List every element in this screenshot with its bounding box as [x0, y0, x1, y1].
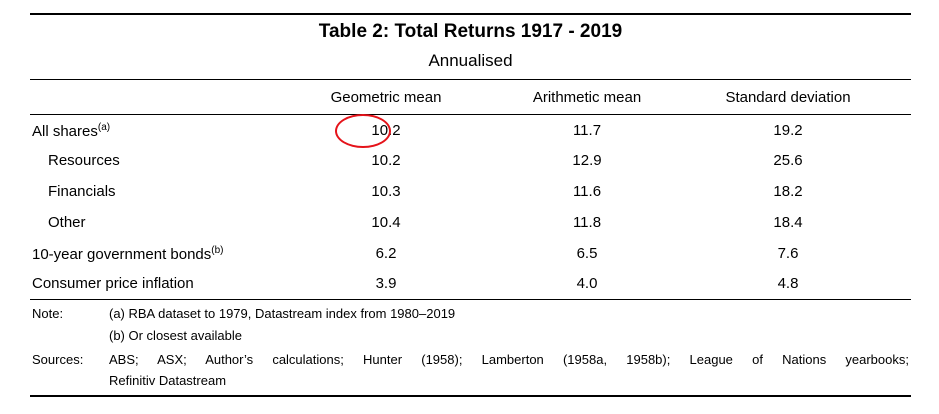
arithmetic-mean-cell: 12.9 — [572, 152, 602, 169]
table-container: Table 2: Total Returns 1917 - 2019 Annua… — [30, 13, 911, 397]
row-label: Financials — [48, 183, 116, 200]
table-row: All shares(a) 10.2 11.7 19.2 — [30, 117, 911, 147]
note-b: (b) Or closest available — [109, 328, 242, 343]
table-row: Resources 10.2 12.9 25.6 — [30, 147, 911, 177]
note-label: Note: — [32, 306, 64, 321]
standard-deviation-cell: 18.4 — [773, 214, 803, 231]
arithmetic-mean-cell: 6.5 — [576, 245, 598, 262]
standard-deviation-cell: 25.6 — [773, 152, 803, 169]
standard-deviation-cell: 18.2 — [773, 183, 803, 200]
standard-deviation-cell: 19.2 — [773, 122, 803, 139]
table-subtitle: Annualised — [428, 51, 513, 70]
column-header-arithmetic-mean: Arithmetic mean — [532, 89, 642, 106]
table-title: Table 2: Total Returns 1917 - 2019 — [318, 21, 623, 42]
geometric-mean-cell: 10.3 — [371, 183, 401, 200]
notes-rule — [30, 299, 911, 300]
header-rule — [30, 79, 911, 80]
arithmetic-mean-cell: 11.7 — [572, 122, 602, 139]
column-header-standard-deviation: Standard deviation — [725, 89, 851, 106]
arithmetic-mean-cell: 4.0 — [576, 275, 598, 292]
arithmetic-mean-cell: 11.6 — [572, 183, 602, 200]
geometric-mean-cell: 10.4 — [371, 214, 401, 231]
standard-deviation-cell: 7.6 — [777, 245, 799, 262]
top-rule — [30, 13, 911, 15]
row-label: Resources — [48, 152, 120, 169]
standard-deviation-cell: 4.8 — [777, 275, 799, 292]
row-label: Other — [48, 214, 86, 231]
red-highlight-circle — [335, 114, 391, 148]
geometric-mean-cell: 6.2 — [375, 245, 397, 262]
table-row: Consumer price inflation 3.9 4.0 4.8 — [30, 270, 911, 300]
table-row: Financials 10.3 11.6 18.2 — [30, 178, 911, 208]
table-row: 10-year government bonds(b) 6.2 6.5 7.6 — [30, 240, 911, 270]
column-header-geometric-mean: Geometric mean — [330, 89, 442, 106]
table-row: Other 10.4 11.8 18.4 — [30, 209, 911, 239]
geometric-mean-cell: 10.2 — [371, 152, 401, 169]
column-header-rule — [30, 114, 911, 115]
sources-line-2: Refinitiv Datastream — [109, 373, 227, 388]
arithmetic-mean-cell: 11.8 — [572, 214, 602, 231]
geometric-mean-cell: 3.9 — [375, 275, 397, 292]
sources-line-1: ABS; ASX; Author’s calculations; Hunter … — [109, 352, 909, 367]
row-label: 10-year government bonds(b) — [32, 245, 224, 263]
sources-label: Sources: — [32, 352, 84, 367]
bottom-rule — [30, 395, 911, 397]
row-label: Consumer price inflation — [32, 275, 194, 292]
note-a: (a) RBA dataset to 1979, Datastream inde… — [109, 306, 456, 321]
row-label: All shares(a) — [32, 122, 111, 140]
